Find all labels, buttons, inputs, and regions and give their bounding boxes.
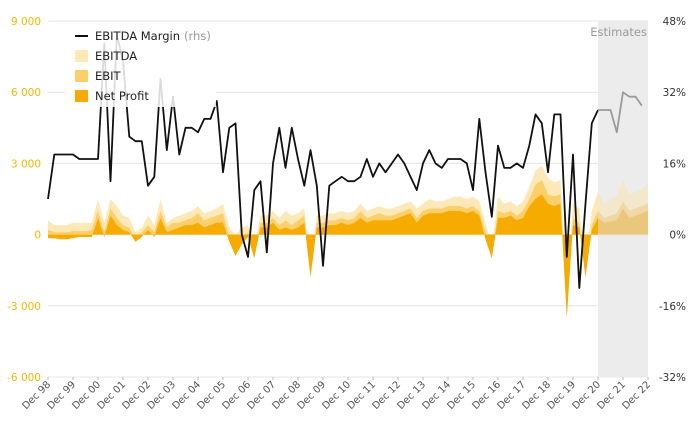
legend: EBITDA Margin (rhs) EBITDA EBIT Net Profit <box>66 22 216 107</box>
ebit-area <box>48 180 598 306</box>
legend-swatch-ebit <box>75 70 88 82</box>
right-tick-label: 48% <box>663 16 686 28</box>
left-tick-label: 9 000 <box>11 16 41 28</box>
right-tick-label: -32% <box>659 372 686 384</box>
legend-swatch-net-profit <box>75 90 88 102</box>
net-profit-area-estimate <box>598 208 648 235</box>
estimates-label: Estimates <box>590 25 647 39</box>
net-profit-area <box>48 194 598 318</box>
right-tick-label: -16% <box>659 301 686 313</box>
left-tick-label: 3 000 <box>11 158 41 170</box>
x-tick-label: Dec 22 <box>620 379 653 412</box>
legend-label-ebitda-margin: EBITDA Margin (rhs) <box>95 29 211 43</box>
right-tick-label: 16% <box>663 158 686 170</box>
right-tick-label: 0% <box>669 230 686 242</box>
legend-label-ebitda: EBITDA <box>95 49 137 63</box>
legend-swatch-ebitda <box>75 50 88 62</box>
ebitda-margin-line-estimate <box>598 91 643 134</box>
ebitda-margin-line <box>47 33 599 289</box>
area-series <box>48 165 648 318</box>
margin-series <box>47 33 643 289</box>
left-tick-label: 6 000 <box>11 87 41 99</box>
legend-background <box>66 22 216 107</box>
legend-label-ebit: EBIT <box>95 69 122 83</box>
legend-label-net-profit: Net Profit <box>95 89 149 103</box>
left-axis: -6 000 -3 000 0 3 000 6 000 9 000 <box>7 16 41 384</box>
left-tick-label: -6 000 <box>7 372 41 384</box>
right-tick-label: 32% <box>663 87 686 99</box>
right-axis: -32% -16% 0% 16% 32% 48% <box>659 16 686 384</box>
left-tick-label: 0 <box>34 230 41 242</box>
left-tick-label: -3 000 <box>7 301 41 313</box>
